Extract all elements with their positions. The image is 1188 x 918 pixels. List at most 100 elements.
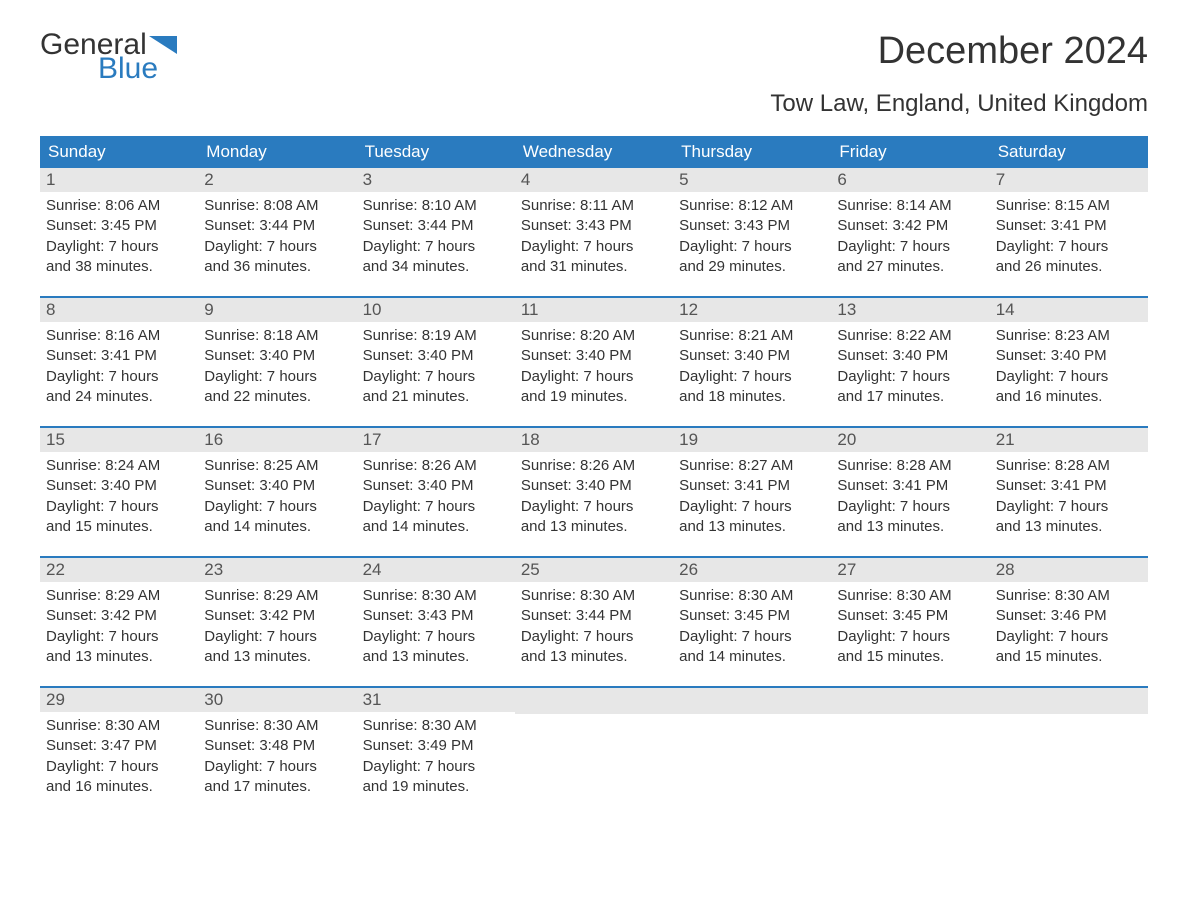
day-details: Sunrise: 8:26 AMSunset: 3:40 PMDaylight:… bbox=[515, 452, 673, 541]
day-day1: Daylight: 7 hours bbox=[837, 497, 983, 517]
day-number: 11 bbox=[515, 298, 673, 322]
day-sunrise: Sunrise: 8:29 AM bbox=[204, 586, 350, 606]
day-sunset: Sunset: 3:44 PM bbox=[204, 216, 350, 236]
calendar-week: 29Sunrise: 8:30 AMSunset: 3:47 PMDayligh… bbox=[40, 686, 1148, 816]
day-day1: Daylight: 7 hours bbox=[679, 497, 825, 517]
day-details: Sunrise: 8:30 AMSunset: 3:49 PMDaylight:… bbox=[357, 712, 515, 801]
day-day2: and 22 minutes. bbox=[204, 387, 350, 407]
day-number: 6 bbox=[831, 168, 989, 192]
day-day2: and 15 minutes. bbox=[837, 647, 983, 667]
day-number: 20 bbox=[831, 428, 989, 452]
day-sunset: Sunset: 3:40 PM bbox=[521, 346, 667, 366]
day-day2: and 18 minutes. bbox=[679, 387, 825, 407]
weekday-header: Sunday bbox=[40, 136, 198, 168]
day-number: 31 bbox=[357, 688, 515, 712]
day-sunset: Sunset: 3:40 PM bbox=[363, 476, 509, 496]
day-sunrise: Sunrise: 8:22 AM bbox=[837, 326, 983, 346]
calendar-day: 14Sunrise: 8:23 AMSunset: 3:40 PMDayligh… bbox=[990, 298, 1148, 426]
day-sunrise: Sunrise: 8:25 AM bbox=[204, 456, 350, 476]
day-day2: and 38 minutes. bbox=[46, 257, 192, 277]
day-number: 23 bbox=[198, 558, 356, 582]
day-sunset: Sunset: 3:40 PM bbox=[204, 346, 350, 366]
day-day2: and 34 minutes. bbox=[363, 257, 509, 277]
day-day1: Daylight: 7 hours bbox=[46, 497, 192, 517]
day-sunrise: Sunrise: 8:11 AM bbox=[521, 196, 667, 216]
day-details: Sunrise: 8:29 AMSunset: 3:42 PMDaylight:… bbox=[40, 582, 198, 671]
day-day1: Daylight: 7 hours bbox=[46, 627, 192, 647]
day-details: Sunrise: 8:30 AMSunset: 3:46 PMDaylight:… bbox=[990, 582, 1148, 671]
day-sunset: Sunset: 3:45 PM bbox=[837, 606, 983, 626]
day-details: Sunrise: 8:30 AMSunset: 3:45 PMDaylight:… bbox=[673, 582, 831, 671]
day-sunset: Sunset: 3:40 PM bbox=[996, 346, 1142, 366]
day-day2: and 21 minutes. bbox=[363, 387, 509, 407]
calendar: SundayMondayTuesdayWednesdayThursdayFrid… bbox=[40, 136, 1148, 816]
day-day2: and 36 minutes. bbox=[204, 257, 350, 277]
day-number: 9 bbox=[198, 298, 356, 322]
calendar-day: 21Sunrise: 8:28 AMSunset: 3:41 PMDayligh… bbox=[990, 428, 1148, 556]
day-day2: and 13 minutes. bbox=[837, 517, 983, 537]
day-details: Sunrise: 8:10 AMSunset: 3:44 PMDaylight:… bbox=[357, 192, 515, 281]
day-sunset: Sunset: 3:42 PM bbox=[46, 606, 192, 626]
day-number bbox=[673, 688, 831, 714]
day-sunset: Sunset: 3:40 PM bbox=[204, 476, 350, 496]
day-day1: Daylight: 7 hours bbox=[363, 757, 509, 777]
day-number: 5 bbox=[673, 168, 831, 192]
calendar-day: 22Sunrise: 8:29 AMSunset: 3:42 PMDayligh… bbox=[40, 558, 198, 686]
day-day1: Daylight: 7 hours bbox=[679, 237, 825, 257]
day-number: 3 bbox=[357, 168, 515, 192]
day-day1: Daylight: 7 hours bbox=[996, 497, 1142, 517]
day-sunset: Sunset: 3:43 PM bbox=[521, 216, 667, 236]
weekday-header: Friday bbox=[831, 136, 989, 168]
day-details: Sunrise: 8:08 AMSunset: 3:44 PMDaylight:… bbox=[198, 192, 356, 281]
day-sunset: Sunset: 3:45 PM bbox=[46, 216, 192, 236]
calendar-day: 30Sunrise: 8:30 AMSunset: 3:48 PMDayligh… bbox=[198, 688, 356, 816]
weekday-header: Monday bbox=[198, 136, 356, 168]
day-sunset: Sunset: 3:42 PM bbox=[204, 606, 350, 626]
day-day1: Daylight: 7 hours bbox=[363, 237, 509, 257]
day-day1: Daylight: 7 hours bbox=[521, 237, 667, 257]
day-sunset: Sunset: 3:40 PM bbox=[679, 346, 825, 366]
day-day1: Daylight: 7 hours bbox=[204, 497, 350, 517]
day-day2: and 14 minutes. bbox=[363, 517, 509, 537]
calendar-day: 29Sunrise: 8:30 AMSunset: 3:47 PMDayligh… bbox=[40, 688, 198, 816]
day-number: 27 bbox=[831, 558, 989, 582]
day-sunrise: Sunrise: 8:20 AM bbox=[521, 326, 667, 346]
day-sunrise: Sunrise: 8:27 AM bbox=[679, 456, 825, 476]
day-day1: Daylight: 7 hours bbox=[837, 627, 983, 647]
day-day1: Daylight: 7 hours bbox=[363, 627, 509, 647]
day-day2: and 29 minutes. bbox=[679, 257, 825, 277]
day-day2: and 24 minutes. bbox=[46, 387, 192, 407]
day-sunrise: Sunrise: 8:30 AM bbox=[679, 586, 825, 606]
day-sunrise: Sunrise: 8:29 AM bbox=[46, 586, 192, 606]
day-day1: Daylight: 7 hours bbox=[363, 367, 509, 387]
location-subtitle: Tow Law, England, United Kingdom bbox=[40, 90, 1148, 118]
day-day1: Daylight: 7 hours bbox=[521, 627, 667, 647]
day-number: 13 bbox=[831, 298, 989, 322]
day-day2: and 19 minutes. bbox=[363, 777, 509, 797]
day-sunrise: Sunrise: 8:30 AM bbox=[363, 716, 509, 736]
page-title: December 2024 bbox=[878, 30, 1148, 73]
day-day1: Daylight: 7 hours bbox=[521, 497, 667, 517]
calendar-day: 11Sunrise: 8:20 AMSunset: 3:40 PMDayligh… bbox=[515, 298, 673, 426]
day-number: 21 bbox=[990, 428, 1148, 452]
day-day1: Daylight: 7 hours bbox=[996, 627, 1142, 647]
day-sunset: Sunset: 3:49 PM bbox=[363, 736, 509, 756]
day-number: 30 bbox=[198, 688, 356, 712]
day-day2: and 13 minutes. bbox=[46, 647, 192, 667]
calendar-day: 26Sunrise: 8:30 AMSunset: 3:45 PMDayligh… bbox=[673, 558, 831, 686]
calendar-day: 7Sunrise: 8:15 AMSunset: 3:41 PMDaylight… bbox=[990, 168, 1148, 296]
day-day2: and 14 minutes. bbox=[204, 517, 350, 537]
calendar-week: 1Sunrise: 8:06 AMSunset: 3:45 PMDaylight… bbox=[40, 168, 1148, 296]
day-sunset: Sunset: 3:45 PM bbox=[679, 606, 825, 626]
calendar-day: 6Sunrise: 8:14 AMSunset: 3:42 PMDaylight… bbox=[831, 168, 989, 296]
day-day2: and 14 minutes. bbox=[679, 647, 825, 667]
day-sunrise: Sunrise: 8:18 AM bbox=[204, 326, 350, 346]
day-number: 28 bbox=[990, 558, 1148, 582]
day-details: Sunrise: 8:12 AMSunset: 3:43 PMDaylight:… bbox=[673, 192, 831, 281]
day-number: 15 bbox=[40, 428, 198, 452]
day-day2: and 27 minutes. bbox=[837, 257, 983, 277]
day-day2: and 13 minutes. bbox=[679, 517, 825, 537]
weekday-header: Wednesday bbox=[515, 136, 673, 168]
day-sunset: Sunset: 3:40 PM bbox=[837, 346, 983, 366]
day-number: 17 bbox=[357, 428, 515, 452]
